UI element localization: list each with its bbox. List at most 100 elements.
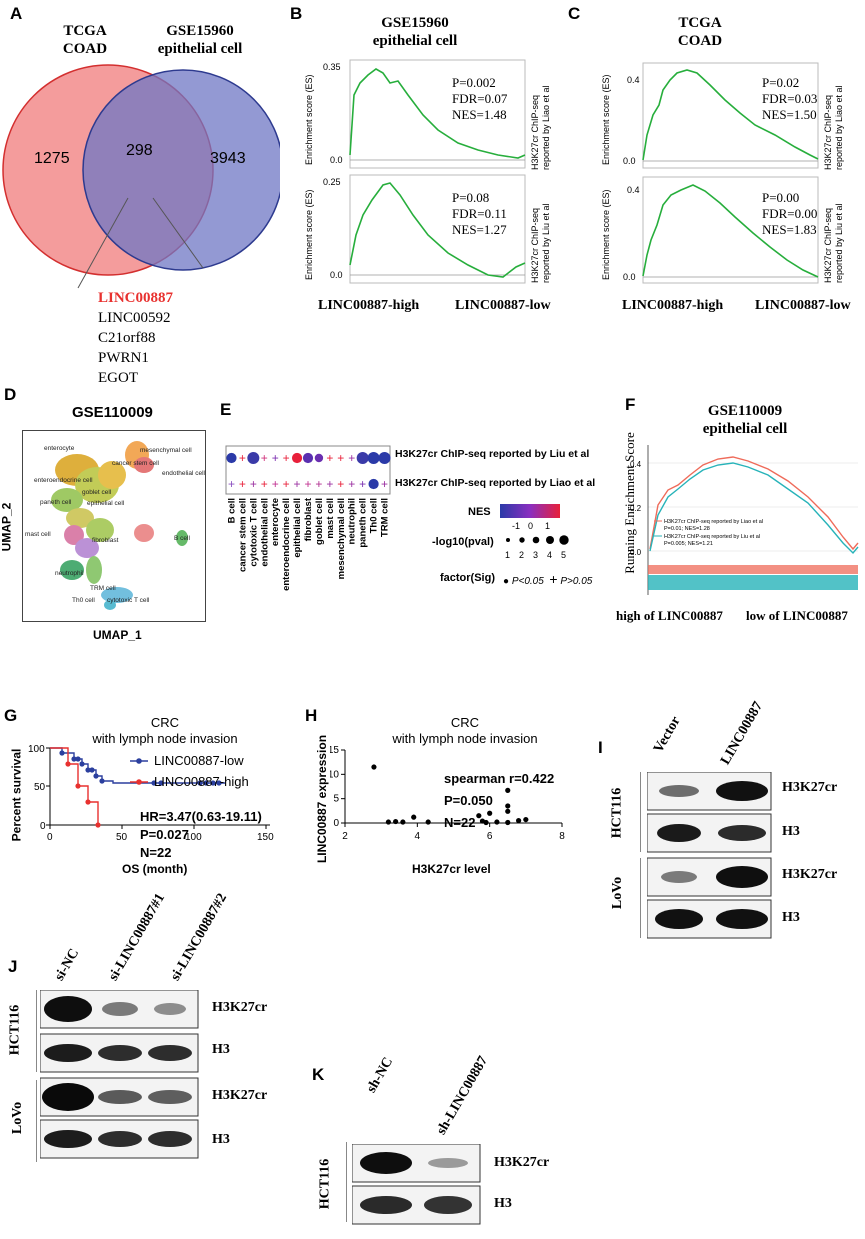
gsea-c-bottom-side-2: reported by Liu et al <box>834 203 844 283</box>
km-xtick-100: 100 <box>185 832 202 843</box>
gsea-b-xleft: LINC00887-high <box>318 298 420 313</box>
dotplot-liu-dot <box>247 452 260 464</box>
gsea-c-bottom-stats: P=0.00 FDR=0.00 NES=1.83 <box>762 190 818 237</box>
gsea-b-bottom-ylabel: Enrichment score (ES) <box>304 189 314 280</box>
umap-label-enterocyte: enterocyte <box>44 445 75 452</box>
umap-xlabel: UMAP_1 <box>93 628 142 642</box>
dotplot-liao-nonsig-mark: + <box>261 477 268 491</box>
dotplot-col-label: neutrophil <box>347 498 358 544</box>
gsea-f-legend-liu-stats: P=0.005; NES=1.21 <box>664 541 713 547</box>
scatter-ytick-label: 0 <box>333 818 339 829</box>
dotplot-nes-tick-neg: -1 <box>512 521 521 531</box>
gsea-b-bottom-side-1: H3K27cr ChIP-seq <box>530 208 540 283</box>
dotplot-liu-dot <box>356 452 369 464</box>
umap-label-mast: mast cell <box>25 531 51 538</box>
scatter-ytick-label: 15 <box>330 745 339 756</box>
dotplot-liao-nonsig-mark: + <box>272 477 279 491</box>
gsea-f-ytick-04: 0.4 <box>630 460 642 469</box>
umap-label-epithelial: epithelial cell <box>87 500 125 507</box>
gsea-c-xleft: LINC00887-high <box>622 298 724 313</box>
venn-right-circle <box>82 69 280 271</box>
dotplot-size-tick-1: 1 <box>505 550 510 560</box>
blot-j-lane-si1: si-LINC00887#1 <box>106 891 169 984</box>
km-legend-high: LINC00887-high <box>154 774 249 789</box>
gsea-f-ytick-02: 0.2 <box>630 504 642 513</box>
venn-right-title: GSE15960 epithelial cell <box>157 23 243 57</box>
scatter-ytick-label: 10 <box>330 769 339 780</box>
scatter-point <box>505 787 511 793</box>
dotplot-size-label: -log10(pval) <box>432 536 494 548</box>
gsea-f-plot: H3K27cr ChIP-seq reported by Liao et al … <box>630 445 859 595</box>
scatter-point <box>494 819 500 825</box>
dotplot-col-label: Th0 cell <box>369 498 380 533</box>
gsea-c-top-curve <box>642 69 819 161</box>
dotplot-liao-nonsig-mark: + <box>381 477 388 491</box>
km-stats: HR=3.47(0.63-19.11) P=0.027 N=22 <box>140 809 262 860</box>
venn-gene-list: LINC00887 LINC00592 C21orf88 PWRN1 EGOT <box>98 290 174 386</box>
blot-j-hct116-bracket <box>36 990 37 1072</box>
gsea-b-top-curve <box>349 68 526 159</box>
dotplot-sig-item-sig: P<0.05 <box>511 576 544 587</box>
km-xlabel: OS (month) <box>122 862 188 876</box>
dotplot-liao-nonsig-mark: + <box>294 477 301 491</box>
blot-i-cell-lovo: LoVo <box>610 876 626 910</box>
dotplot-size-tick-4: 4 <box>547 550 552 560</box>
dotplot-size-legend: 1 2 3 4 5 <box>505 535 569 560</box>
dotplot-sig-label: factor(Sig) <box>440 572 495 584</box>
scatter-point <box>516 817 522 824</box>
km-xtick-50: 50 <box>116 832 128 843</box>
km-title: CRC with lymph node invasion <box>92 715 238 746</box>
blot-i-band-h3-1: H3 <box>782 824 800 839</box>
dotplot-sig-item-nonsig: P>0.05 <box>560 576 593 587</box>
scatter-point <box>425 819 431 825</box>
gsea-c-bottom-curve <box>642 184 819 278</box>
dotplot-col-label: fibroblast <box>303 497 314 541</box>
dotplot-col-label: endothelial cell <box>259 498 270 567</box>
dotplot-size-tick-2: 2 <box>519 550 524 560</box>
dotplot-liao-nonsig-mark: + <box>283 477 290 491</box>
dotplot-col-label: mast cell <box>325 498 336 539</box>
dotplot-liu-nonsig-mark: + <box>348 451 355 465</box>
blot-k-band-h3k27cr: H3K27cr <box>494 1155 550 1170</box>
dotplot-liao-nonsig-mark: + <box>359 477 366 491</box>
dotplot-col-label: epithelial cell <box>292 498 303 558</box>
umap-label-cytotoxic: cytotoxic T cell <box>107 597 150 604</box>
gsea-c-top-ytick-max: 0.4 <box>627 75 640 85</box>
blot-k-lane-shnc: sh-NC <box>364 1054 397 1096</box>
gsea-f-xright: low of LINC00887 <box>746 608 848 623</box>
umap-label-cancer-stem: cancer stem cell <box>112 460 160 467</box>
gsea-b-xright: LINC00887-low <box>455 298 551 313</box>
umap-label-enteroendocrine: enteroendocrine cell <box>34 477 93 484</box>
blot-i-lane-linc: LINC00887 <box>718 699 767 768</box>
km-plot: 100 50 0 0 50 100 150 <box>28 744 274 843</box>
blot-k-cell-hct116: HCT116 <box>317 1158 333 1210</box>
gsea-c-top-ylabel: Enrichment score (ES) <box>601 74 611 165</box>
dotplot-liu-dot <box>291 452 303 464</box>
km-xtick-0: 0 <box>47 832 53 843</box>
gsea-c-bottom-ytick-zero: 0.0 <box>623 272 636 282</box>
scatter-ylabel: LINC00887 expression <box>315 734 330 864</box>
gsea-f-title: GSE110009 epithelial cell <box>702 403 788 437</box>
gsea-c-bottom-side-1: H3K27cr ChIP-seq <box>823 208 833 283</box>
gsea-b-bottom-ytick-max: 0.25 <box>323 177 341 187</box>
gsea-b-plot: 0.35 0.0 0.25 0.0 Enrichment score (ES) … <box>304 59 551 284</box>
scatter-xtick-label: 8 <box>559 831 565 842</box>
gsea-b-top-stats: P=0.002 FDR=0.07 NES=1.48 <box>452 75 508 122</box>
scatter-point <box>385 819 391 825</box>
panel-label-d: D <box>4 385 17 404</box>
scatter-point <box>505 803 511 809</box>
scatter-stats: spearman r=0.422 P=0.050 N=22 <box>444 771 555 830</box>
gsea-c-top-stats: P=0.02 FDR=0.03 NES=1.50 <box>762 75 818 122</box>
blot-j-cell-hct116: HCT116 <box>7 1004 23 1056</box>
venn-pointer-left <box>77 197 129 289</box>
gsea-c-plot: 0.4 0.0 0.4 0.0 Enrichment score (ES) En… <box>601 62 844 284</box>
dotplot-liao-nonsig-mark: + <box>337 477 344 491</box>
blot-j-cell-lovo: LoVo <box>10 1101 26 1135</box>
gsea-f-ylabel: Running Enrichment Score <box>622 432 637 574</box>
blot-i-cell-hct116: HCT116 <box>609 787 625 839</box>
gsea-f-legend-liao-stats: P=0.01; NES=1.28 <box>664 526 710 532</box>
blot-i-band-h3-2: H3 <box>782 910 800 925</box>
gsea-c-bottom-ylabel: Enrichment score (ES) <box>601 189 611 280</box>
km-xtick-150: 150 <box>257 832 274 843</box>
gsea-b-top-ytick-max: 0.35 <box>323 62 341 72</box>
